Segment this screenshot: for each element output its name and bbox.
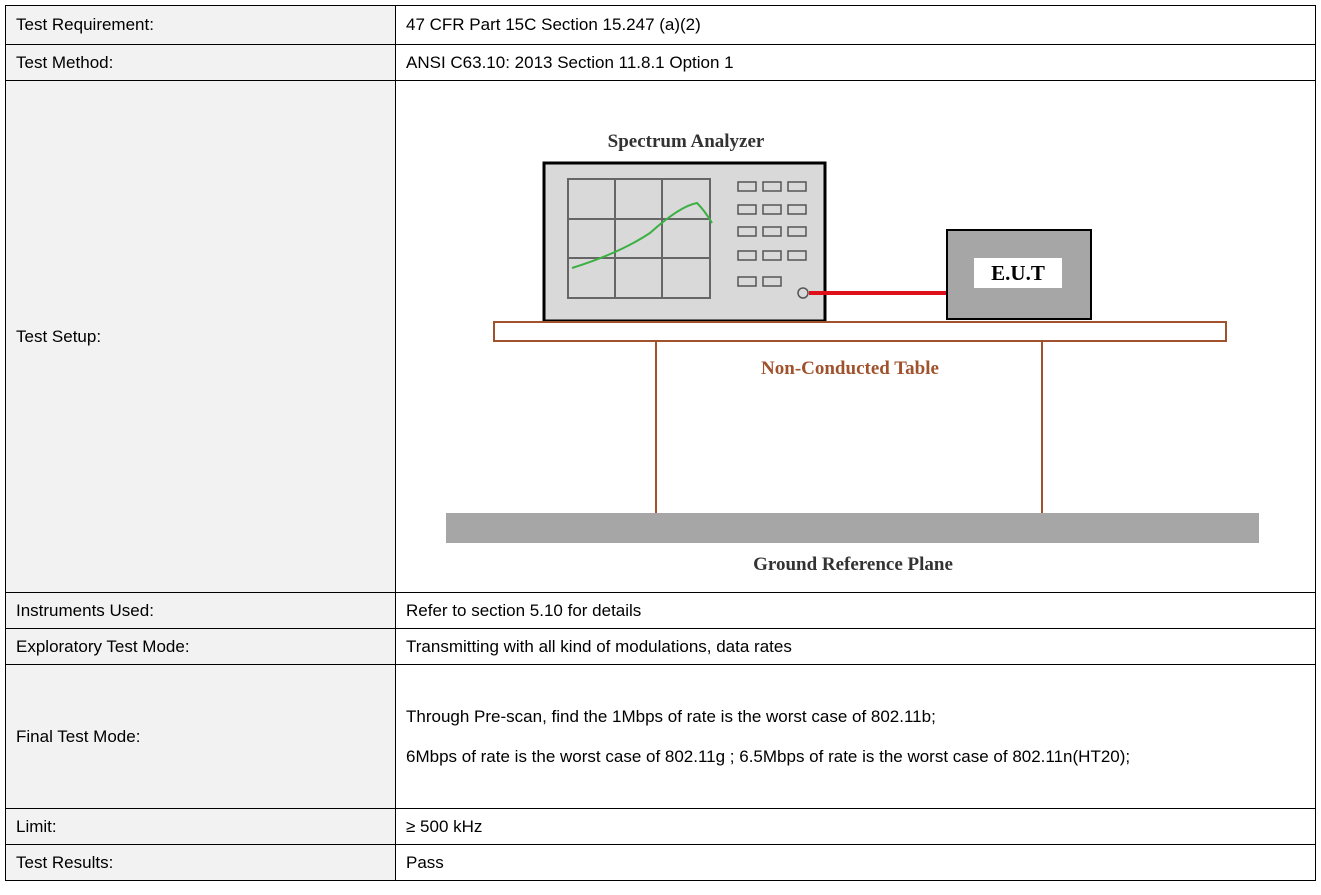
label: Test Setup: xyxy=(5,80,396,593)
value: ANSI C63.10: 2013 Section 11.8.1 Option … xyxy=(395,44,1316,81)
eut-label: E.U.T xyxy=(991,261,1045,285)
screen xyxy=(567,177,711,299)
label: Exploratory Test Mode: xyxy=(5,628,396,665)
buttons xyxy=(737,180,809,299)
setup-cell: Spectrum Analyzer E.U.T Non-Conducted Ta… xyxy=(395,80,1316,593)
row: Test Requirement: 47 CFR Part 15C Section… xyxy=(5,5,1316,45)
analyzer-label: Spectrum Analyzer xyxy=(608,131,765,152)
value: Pass xyxy=(395,844,1316,881)
label: Test Requirement: xyxy=(5,5,396,45)
eut-label-bg xyxy=(974,257,1062,288)
row: Test Results: Pass xyxy=(5,844,1316,881)
value: Through Pre-scan, find the 1Mbps of rate… xyxy=(395,664,1316,809)
label: Final Test Mode: xyxy=(5,664,396,809)
setup-diagram: Spectrum Analyzer E.U.T Non-Conducted Ta… xyxy=(446,131,1259,575)
table-label: Non-Conducted Table xyxy=(761,358,939,379)
value: ≥ 500 kHz xyxy=(395,808,1316,845)
row: Test Method: ANSI C63.10: 2013 Section 11… xyxy=(5,44,1316,81)
value: Refer to section 5.10 for details xyxy=(395,592,1316,629)
row: Instruments Used: Refer to section 5.10 f… xyxy=(5,592,1316,629)
label: Test Method: xyxy=(5,44,396,81)
label: Instruments Used: xyxy=(5,592,396,629)
analyzer xyxy=(542,161,827,322)
paragraph: Through Pre-scan, find the 1Mbps of rate… xyxy=(406,707,936,726)
row: Exploratory Test Mode: Transmitting with … xyxy=(5,628,1316,665)
value: 47 CFR Part 15C Section 15.247 (a)(2) xyxy=(395,5,1316,45)
label: Limit: xyxy=(5,808,396,845)
row: Limit: ≥ 500 kHz xyxy=(5,808,1316,845)
ground-label: Ground Reference Plane xyxy=(753,554,953,575)
ground-plane xyxy=(446,512,1259,543)
trace xyxy=(571,201,713,269)
paragraph: 6Mbps of rate is the worst case of 802.1… xyxy=(406,747,1131,766)
table-top xyxy=(493,320,1227,342)
row: Test Setup: Spectrum Analyzer E.U.T Non-… xyxy=(5,80,1316,593)
label: Test Results: xyxy=(5,844,396,881)
test-table: Test Requirement: 47 CFR Part 15C Section… xyxy=(5,5,1316,881)
value: Transmitting with all kind of modulation… xyxy=(395,628,1316,665)
row: Final Test Mode: Through Pre-scan, find t… xyxy=(5,664,1316,809)
